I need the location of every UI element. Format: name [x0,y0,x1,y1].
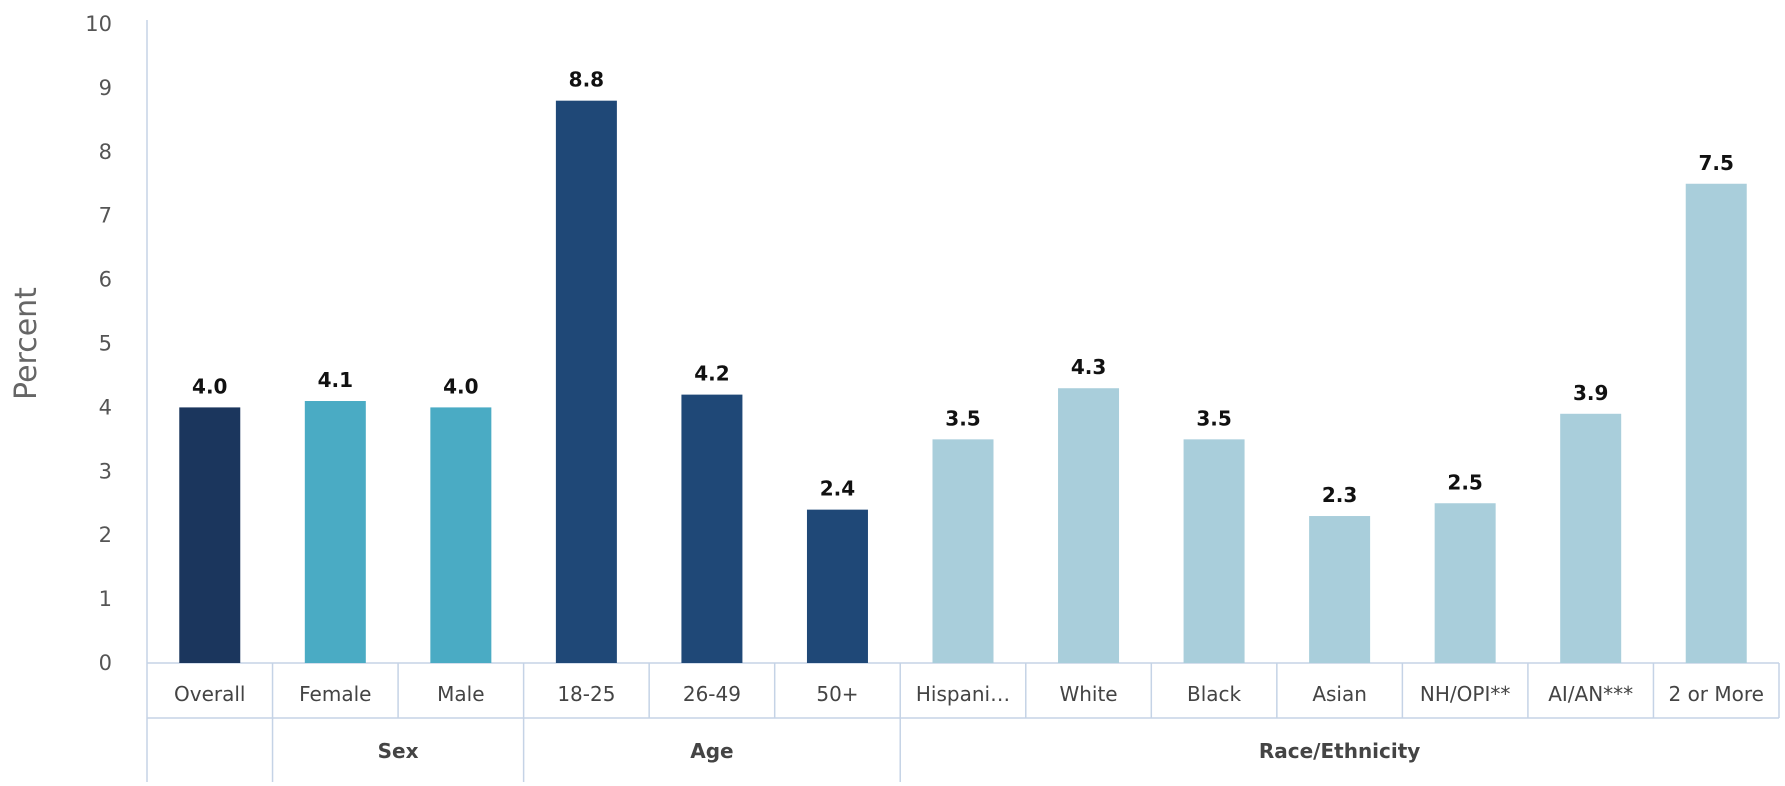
x-tick-label: 2 or More [1668,682,1763,706]
data-label: 2.3 [1322,483,1357,507]
data-label: 8.8 [569,68,604,92]
x-tick-label: 18-25 [557,682,615,706]
group-label: Race/Ethnicity [1259,739,1420,763]
bar [1309,516,1371,663]
x-tick-label: AI/AN*** [1548,682,1633,706]
y-tick-label: 6 [99,268,112,292]
bar [555,100,617,664]
x-tick-label: 26-49 [683,682,741,706]
bar [1685,183,1747,663]
data-label: 4.3 [1071,355,1106,379]
y-tick-label: 4 [99,395,112,419]
bar [179,407,241,663]
y-axis-label: Percent [9,287,44,400]
x-tick-label: Hispani… [916,682,1010,706]
y-tick-label: 5 [99,332,112,356]
data-label: 2.4 [820,477,855,501]
y-tick-label: 7 [99,204,112,228]
data-label: 3.5 [1196,406,1231,430]
bar [1058,388,1120,663]
bar [806,509,868,663]
y-tick-label: 0 [99,651,112,675]
data-label: 4.0 [192,374,227,398]
x-tick-label: 50+ [816,682,858,706]
bar [932,439,994,663]
group-label: Age [690,739,733,763]
data-label: 4.0 [443,374,478,398]
x-tick-label: Overall [174,682,245,706]
data-label: 3.9 [1573,381,1608,405]
x-tick-label: Asian [1312,682,1367,706]
bar [304,401,366,663]
bar [430,407,492,663]
x-tick-label: NH/OPI** [1420,682,1510,706]
x-tick-label: Female [299,682,371,706]
bar [1183,439,1245,663]
y-tick-label: 8 [99,140,112,164]
data-label: 3.5 [945,406,980,430]
data-label: 7.5 [1699,151,1734,175]
x-tick-label: White [1059,682,1117,706]
y-tick-label: 9 [99,76,112,100]
y-tick-label: 2 [99,523,112,547]
bar [1434,503,1496,663]
group-label: Sex [378,739,419,763]
y-tick-label: 3 [99,459,112,483]
x-tick-label: Male [437,682,484,706]
y-tick-label: 10 [85,12,112,36]
x-tick-label: Black [1187,682,1242,706]
bar [681,394,743,663]
y-tick-label: 1 [99,587,112,611]
bar [1560,413,1622,663]
data-label: 2.5 [1447,470,1482,494]
data-label: 4.1 [318,368,353,392]
data-label: 4.2 [694,362,729,386]
